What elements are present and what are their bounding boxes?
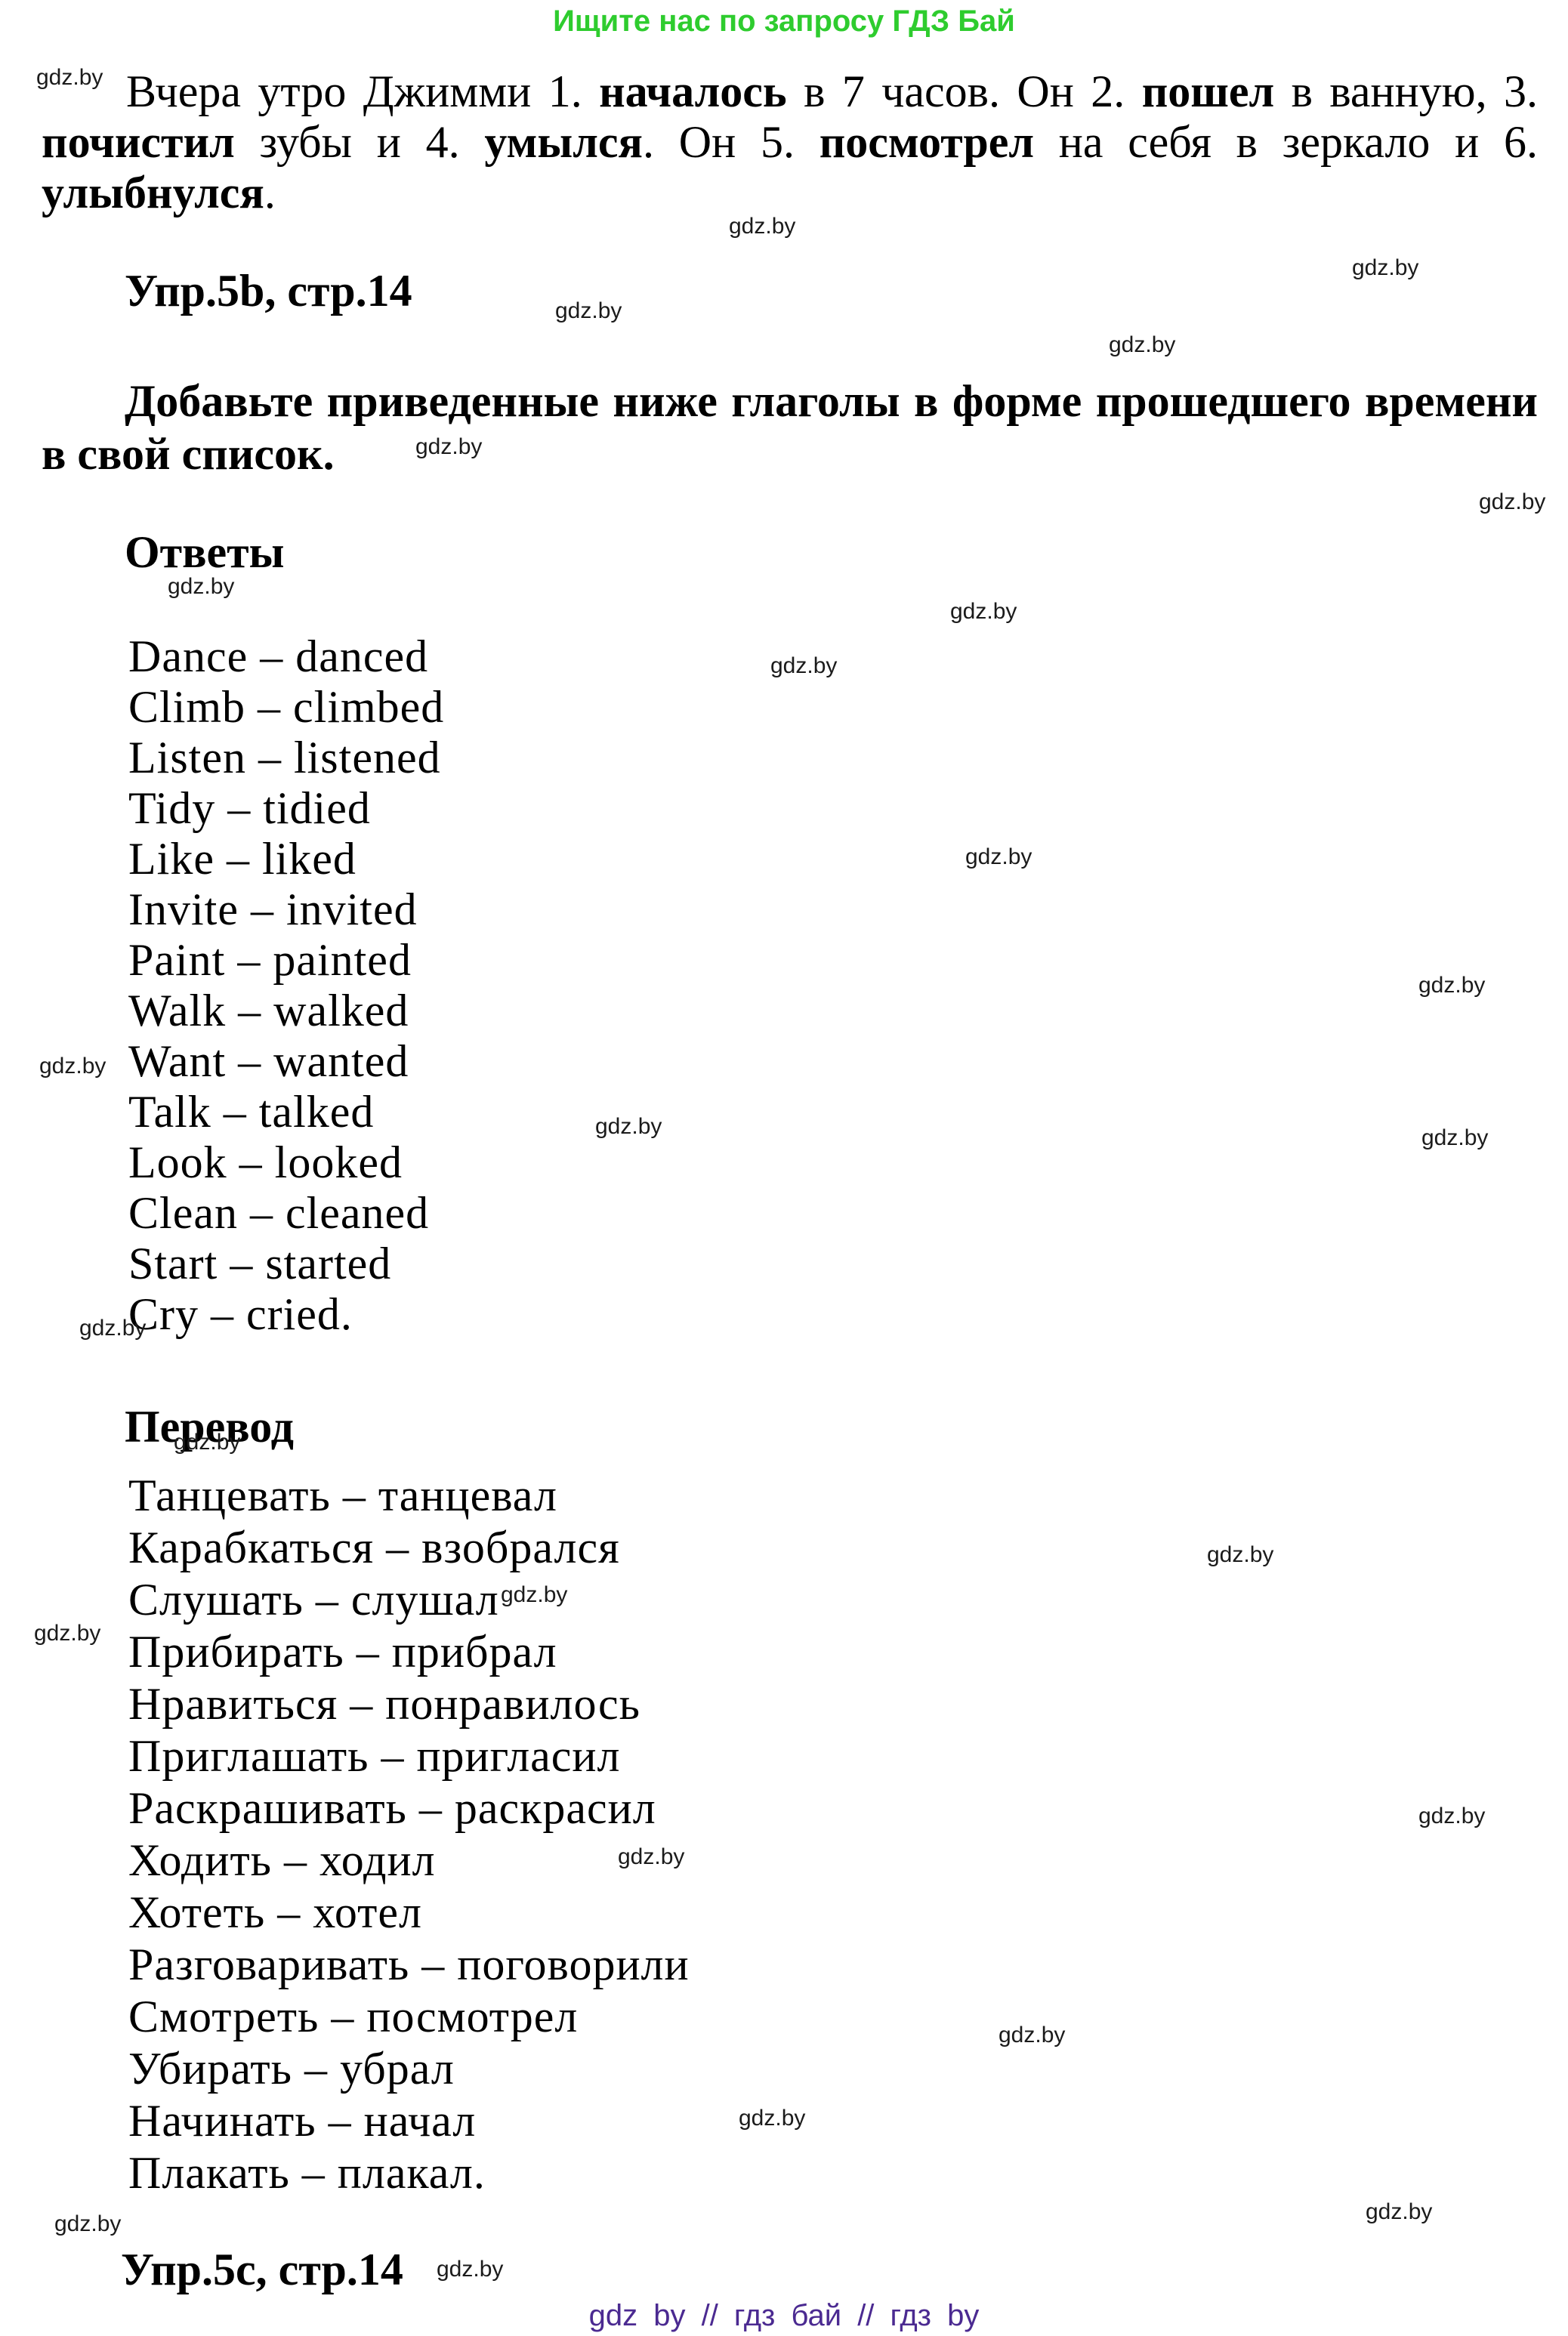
- list-item: Start – started: [128, 1239, 392, 1288]
- gdz-watermark: gdz.by: [168, 574, 235, 599]
- list-item: Look – looked: [128, 1137, 403, 1187]
- answer-word-2: пошел: [1141, 66, 1275, 116]
- answers-list: Dance – danced Climb – climbed Listen – …: [128, 631, 444, 1340]
- answer-word-3: почистил: [42, 117, 235, 167]
- list-item: Paint – painted: [128, 935, 412, 985]
- list-item: Dance – danced: [128, 631, 429, 681]
- list-item: Убирать – убрал: [128, 2044, 455, 2094]
- gdz-watermark: gdz.by: [39, 1054, 106, 1079]
- list-item: Раскрашивать – раскрасил: [128, 1783, 656, 1833]
- translation-heading: Перевод: [125, 1402, 294, 1452]
- list-item: Walk – walked: [128, 986, 409, 1035]
- gdz-watermark: gdz.by: [1366, 2199, 1433, 2224]
- intro-run: на себя в зеркало и 6.: [1034, 117, 1538, 167]
- list-item: Смотреть – посмотрел: [128, 1992, 579, 2041]
- list-item: Ходить – ходил: [128, 1835, 436, 1885]
- answer-word-4: умылся: [484, 117, 644, 167]
- intro-run: Вчера утро Джимми 1.: [126, 66, 600, 116]
- answers-heading: Ответы: [125, 527, 285, 577]
- list-item: Нравиться – понравилось: [128, 1679, 640, 1729]
- gdz-watermark: gdz.by: [595, 1114, 662, 1139]
- gdz-watermark: gdz.by: [999, 2023, 1066, 2047]
- gdz-watermark: gdz.by: [1421, 1125, 1489, 1150]
- list-item: Invite – invited: [128, 884, 418, 934]
- gdz-watermark: gdz.by: [739, 2106, 806, 2131]
- exercise-5b-title: Упр.5b, стр.14: [125, 266, 412, 316]
- gdz-watermark: gdz.by: [555, 298, 622, 323]
- answer-word-6: улыбнулся: [42, 168, 264, 218]
- gdz-watermark: gdz.by: [770, 653, 838, 678]
- gdz-watermark: gdz.by: [437, 2257, 504, 2282]
- instruction-line-2: в свой список.: [42, 429, 335, 479]
- list-item: Начинать – начал: [128, 2096, 477, 2146]
- list-item: Talk – talked: [128, 1087, 375, 1137]
- intro-run: в ванную, 3.: [1274, 66, 1538, 116]
- footer-line: gdz by // гдз бай // гдз by: [588, 2299, 980, 2332]
- gdz-watermark: gdz.by: [618, 1844, 685, 1869]
- list-item: Like – liked: [128, 834, 357, 884]
- gdz-watermark: gdz.by: [79, 1316, 147, 1341]
- list-item: Tidy – tidied: [128, 783, 371, 833]
- list-item: Разговаривать – поговорили: [128, 1939, 690, 1989]
- list-item: Плакать – плакал.: [128, 2148, 486, 2198]
- gdz-watermark: gdz.by: [729, 214, 796, 239]
- promo-banner: Ищите нас по запросу ГДЗ Бай: [553, 5, 1015, 38]
- answer-word-5: посмотрел: [819, 117, 1035, 167]
- gdz-watermark: gdz.by: [54, 2211, 122, 2236]
- list-item: Прибирать – прибрал: [128, 1627, 557, 1677]
- list-item: Карабкаться – взобрался: [128, 1523, 620, 1572]
- list-item: Cry – cried.: [128, 1289, 353, 1339]
- intro-paragraph: Вчера утро Джимми 1. началось в 7 часов.…: [42, 66, 1538, 218]
- list-item: Clean – cleaned: [128, 1188, 430, 1238]
- gdz-watermark: gdz.by: [1418, 973, 1486, 998]
- gdz-watermark: gdz.by: [1352, 255, 1419, 280]
- gdz-watermark: gdz.by: [174, 1430, 241, 1455]
- list-item: Танцевать – танцевал: [128, 1470, 557, 1520]
- list-item: Слушать – слушал: [128, 1575, 499, 1625]
- instruction-line-1: Добавьте приведенные ниже глаголы в форм…: [125, 376, 1538, 426]
- gdz-watermark: gdz.by: [36, 65, 103, 90]
- list-item: Listen – listened: [128, 733, 441, 782]
- gdz-watermark: gdz.by: [1418, 1804, 1486, 1828]
- list-item: Приглашать – пригласил: [128, 1731, 621, 1781]
- intro-run: .: [264, 168, 276, 218]
- gdz-watermark: gdz.by: [1109, 332, 1176, 357]
- gdz-watermark: gdz.by: [501, 1582, 568, 1607]
- intro-run: . Он 5.: [643, 117, 819, 167]
- translation-list: Танцевать – танцевал Карабкаться – взобр…: [128, 1470, 690, 2199]
- gdz-watermark: gdz.by: [1479, 489, 1546, 514]
- exercise-5b-instruction: Добавьте приведенные ниже глаголы в форм…: [42, 375, 1538, 480]
- gdz-watermark: gdz.by: [1207, 1542, 1274, 1567]
- answer-word-1: началось: [599, 66, 787, 116]
- list-item: Хотеть – хотел: [128, 1887, 422, 1937]
- gdz-watermark: gdz.by: [34, 1621, 101, 1646]
- list-item: Climb – climbed: [128, 682, 445, 732]
- exercise-5c-title: Упр.5с, стр.14: [121, 2245, 403, 2294]
- gdz-watermark: gdz.by: [965, 844, 1032, 869]
- gdz-watermark: gdz.by: [950, 599, 1017, 624]
- intro-run: зубы и 4.: [234, 117, 485, 167]
- gdz-watermark: gdz.by: [415, 434, 483, 459]
- list-item: Want – wanted: [128, 1036, 409, 1086]
- intro-run: в 7 часов. Он 2.: [786, 66, 1142, 116]
